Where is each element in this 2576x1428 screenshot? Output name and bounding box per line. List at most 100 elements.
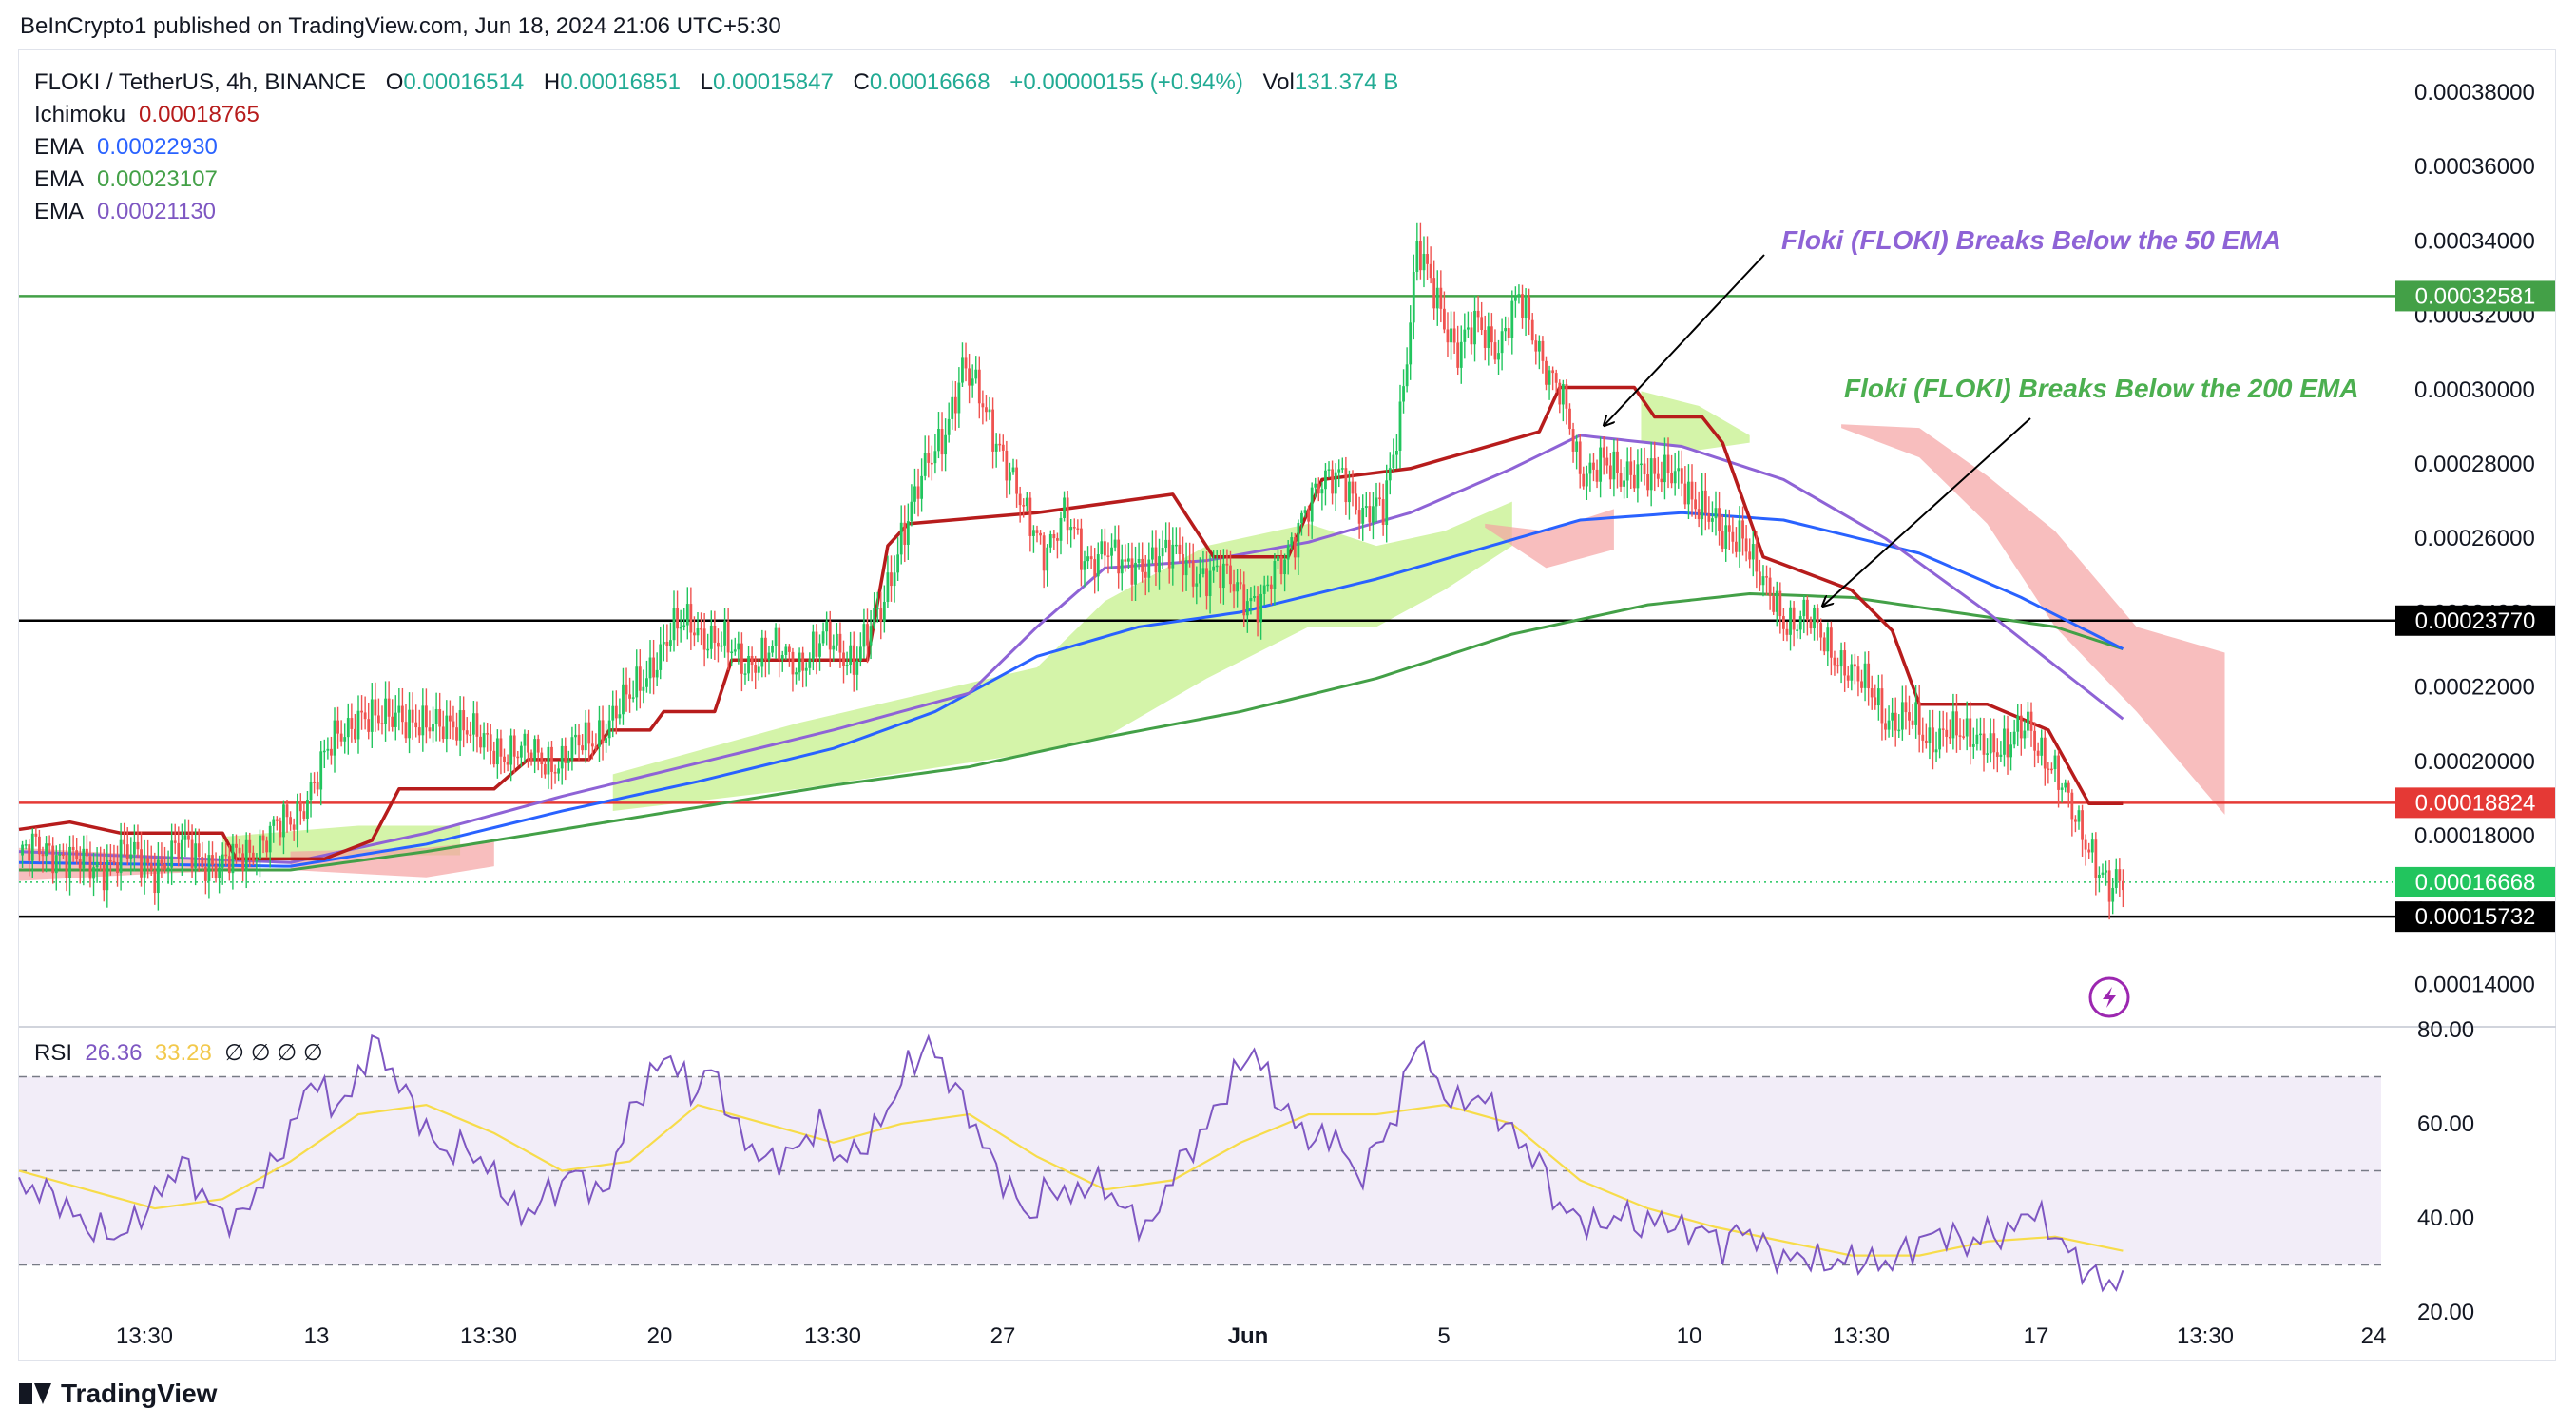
candle-body bbox=[795, 672, 798, 675]
candle-body bbox=[251, 852, 255, 862]
candle-body bbox=[1456, 342, 1460, 368]
candle-body bbox=[1975, 734, 1979, 744]
indicator-ema-green[interactable]: EMA 0.00023107 bbox=[34, 166, 218, 192]
candle-body bbox=[123, 839, 126, 845]
candle-body bbox=[1174, 544, 1178, 547]
price-tag[interactable] bbox=[2395, 901, 2555, 933]
candle-body bbox=[720, 645, 723, 647]
indicator-ema-purple[interactable]: EMA 0.00021130 bbox=[34, 199, 217, 224]
candle-body bbox=[1782, 616, 1785, 629]
candle-body bbox=[1891, 712, 1894, 721]
candle-body bbox=[28, 844, 31, 861]
candle-body bbox=[648, 657, 652, 679]
candle-body bbox=[842, 652, 845, 666]
candle-body bbox=[434, 708, 438, 724]
candle-body bbox=[1463, 329, 1467, 342]
candle-body bbox=[1558, 382, 1562, 405]
indicator-ema-blue[interactable]: EMA 0.00022930 bbox=[34, 134, 218, 160]
candle-body bbox=[913, 486, 916, 502]
candle-body bbox=[408, 709, 411, 739]
candle-body bbox=[1660, 478, 1663, 483]
candle-body bbox=[1986, 753, 1989, 755]
candle-body bbox=[285, 804, 289, 818]
candle-body bbox=[998, 443, 1002, 446]
candle-body bbox=[862, 624, 866, 647]
candle-body bbox=[985, 407, 988, 413]
candle-body bbox=[1340, 468, 1344, 470]
candle-body bbox=[821, 631, 825, 644]
candle-body bbox=[1035, 530, 1039, 533]
candle-body bbox=[1398, 401, 1402, 451]
price-tag[interactable] bbox=[2395, 866, 2555, 897]
candle-body bbox=[1056, 538, 1059, 541]
candle-body bbox=[1120, 559, 1124, 574]
candle-body bbox=[1188, 560, 1192, 562]
candle-body bbox=[1979, 733, 1982, 736]
candle-body bbox=[1616, 451, 1619, 473]
candle-body bbox=[336, 720, 339, 734]
candle-body bbox=[302, 811, 306, 819]
rsi-line bbox=[18, 1033, 2124, 1293]
candle-body bbox=[1938, 728, 1942, 750]
rsi-legend[interactable]: RSI 26.36 33.28 ∅ ∅ ∅ ∅ bbox=[34, 1039, 323, 1067]
candle-body bbox=[298, 800, 302, 812]
candle-body bbox=[1971, 743, 1975, 747]
candle-body bbox=[306, 800, 309, 819]
tradingview-logo[interactable]: TradingView bbox=[19, 1379, 217, 1409]
candle-body bbox=[1459, 341, 1463, 368]
candle-body bbox=[65, 855, 68, 878]
price-tag[interactable] bbox=[2395, 787, 2555, 819]
candle-body bbox=[951, 396, 954, 419]
time-axis-tick: 5 bbox=[1437, 1323, 1450, 1349]
candle-body bbox=[1147, 559, 1151, 578]
candle-body bbox=[1286, 545, 1290, 560]
candle-body bbox=[1711, 518, 1714, 522]
candle-body bbox=[1887, 720, 1891, 730]
candle-body bbox=[1236, 582, 1240, 592]
lightning-icon[interactable] bbox=[2088, 976, 2130, 1018]
candle-body bbox=[550, 746, 553, 772]
time-axis-tick: Jun bbox=[1228, 1323, 1269, 1349]
candle-body bbox=[1748, 551, 1752, 560]
candle-body bbox=[852, 645, 855, 675]
candle-body bbox=[1999, 754, 2003, 757]
symbol-label[interactable]: FLOKI / TetherUS, 4h, BINANCE bbox=[34, 69, 367, 95]
candle-body bbox=[1493, 342, 1497, 360]
candle-body bbox=[1928, 727, 1932, 743]
chart-legend: FLOKI / TetherUS, 4h, BINANCE O0.0001651… bbox=[34, 67, 1412, 228]
candle-body bbox=[1015, 467, 1018, 494]
candle-body bbox=[1924, 740, 1928, 743]
price-tag[interactable] bbox=[2395, 280, 2555, 312]
indicator-ichimoku[interactable]: Ichimoku 0.00018765 bbox=[34, 102, 260, 127]
candle-body bbox=[1001, 444, 1005, 451]
time-axis-tick: 10 bbox=[1677, 1323, 1702, 1349]
candle-body bbox=[1894, 712, 1897, 731]
time-axis-tick: 13:30 bbox=[1833, 1323, 1890, 1349]
candle-body bbox=[1195, 583, 1199, 587]
price-tag[interactable] bbox=[2395, 605, 2555, 636]
candle-body bbox=[717, 642, 720, 647]
low-value: 0.00015847 bbox=[713, 69, 834, 95]
price-tag-label: 0.00018824 bbox=[2415, 790, 2536, 816]
candle-body bbox=[1117, 539, 1121, 574]
candle-body bbox=[791, 651, 795, 675]
candle-body bbox=[1636, 464, 1640, 489]
candle-body bbox=[1435, 287, 1439, 309]
candle-body bbox=[713, 625, 717, 643]
candle-body bbox=[1372, 506, 1375, 523]
candle-body bbox=[404, 722, 408, 739]
candle-body bbox=[1167, 539, 1171, 569]
price-axis-tick: 0.00038000 bbox=[2414, 80, 2535, 106]
candle-body bbox=[1005, 450, 1009, 481]
candle-body bbox=[1466, 327, 1470, 330]
candle-body bbox=[940, 429, 944, 455]
candle-body bbox=[1585, 473, 1588, 487]
candle-body bbox=[1969, 718, 1972, 747]
candle-body bbox=[869, 626, 873, 646]
candle-body bbox=[1640, 463, 1643, 466]
candle-body bbox=[1958, 735, 1962, 737]
candle-body bbox=[638, 666, 642, 691]
price-chart[interactable]: 0.000380000.000360000.000340000.00032000… bbox=[0, 0, 2576, 1369]
candle-body bbox=[1789, 607, 1792, 635]
candle-body bbox=[652, 657, 655, 678]
